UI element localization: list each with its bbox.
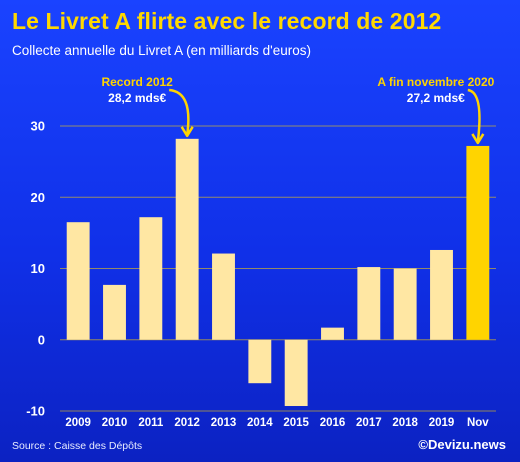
x-tick-label: 2011 [138, 417, 164, 429]
annotation-label: Record 2012 [101, 75, 173, 89]
y-tick-label: 10 [31, 261, 45, 276]
bar [212, 253, 235, 340]
x-tick-label: Nov [467, 417, 489, 429]
chart-subtitle: Collecte annuelle du Livret A (en millia… [12, 43, 311, 58]
annotation-label: A fin novembre 2020 [377, 75, 494, 89]
y-tick-label: -10 [26, 404, 45, 419]
bar [66, 222, 90, 340]
source-note: Source : Caisse des Dépôts [12, 440, 143, 452]
annotation-arrow [467, 88, 481, 143]
x-tick-label: 2012 [174, 417, 200, 429]
x-tick-label: 2018 [392, 417, 418, 429]
chart-title: Le Livret A flirte avec le record de 201… [12, 8, 442, 34]
x-tick-label: 2019 [429, 417, 455, 429]
bar [321, 327, 344, 340]
annotation-label: 28,2 mds€ [108, 91, 166, 105]
x-tick-label: 2016 [320, 417, 346, 429]
x-tick-label: 2013 [211, 417, 237, 429]
x-tick-label: 2014 [247, 417, 273, 429]
bar [357, 267, 381, 340]
bar [248, 339, 272, 384]
annotation-label: 27,2 mds€ [407, 91, 465, 105]
bar [284, 339, 308, 407]
annotation-arrowhead [180, 126, 194, 138]
y-tick-label: 0 [38, 332, 45, 347]
annotation-arrowhead [471, 133, 485, 145]
x-tick-label: 2017 [356, 417, 382, 429]
annotation-arrow [168, 88, 190, 135]
bar [393, 268, 417, 340]
bar [466, 145, 490, 340]
x-tick-label: 2010 [102, 417, 128, 429]
bar [139, 217, 163, 340]
bar [103, 284, 126, 340]
bar [175, 138, 199, 340]
x-tick-label: 2015 [283, 417, 309, 429]
y-tick-label: 30 [31, 119, 45, 134]
x-tick-label: 2009 [65, 417, 91, 429]
brand-credit: ©Devizu.news [418, 437, 506, 452]
y-tick-label: 20 [31, 190, 45, 205]
bar [430, 249, 453, 340]
